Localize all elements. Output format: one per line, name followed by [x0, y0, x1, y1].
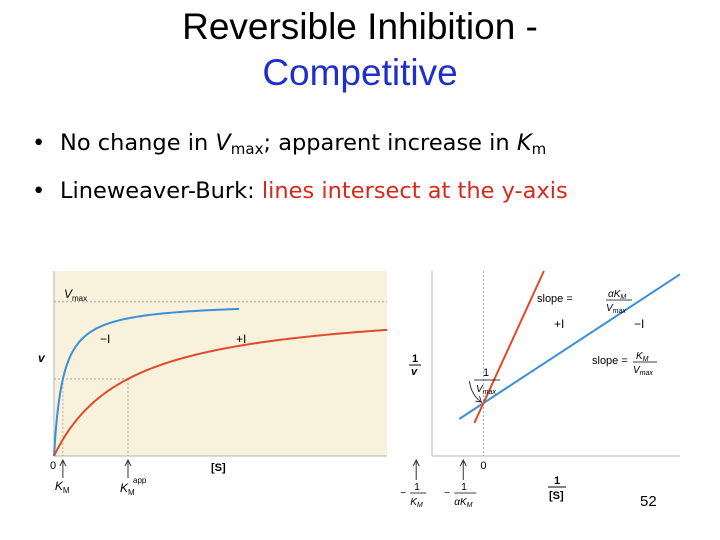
- bullet1-text-d: ; apparent increase in: [263, 130, 517, 156]
- lb-akm-tick-den: αKM: [454, 497, 472, 509]
- bullet1-v-symbol: V: [215, 130, 231, 156]
- mm-series-inhibitor: [53, 328, 388, 457]
- bullet-item-1: • No change in Vmax; apparent increase in…: [32, 122, 712, 170]
- lb-slope1-prefix: slope =: [592, 355, 628, 367]
- mm-km-tick-label: KM: [55, 479, 70, 495]
- bullet1-text-a: No change in: [60, 130, 216, 156]
- lb-slope2-num: αKM: [608, 289, 626, 301]
- mm-kmapp-arrow-icon: [124, 458, 132, 478]
- lb-x-label-num: 1: [554, 475, 560, 487]
- lb-series-inhibitor: [473, 270, 545, 424]
- mm-kmapp-sup-label: app: [133, 476, 147, 485]
- slide-title: Reversible Inhibition - Competitive: [0, 4, 720, 96]
- lb-legend-inhibitor: +I: [554, 317, 564, 331]
- mm-series-no-inhibitor: [53, 307, 240, 457]
- mm-y-axis-label: v: [38, 351, 46, 365]
- mm-legend-no-inhibitor: −I: [100, 332, 110, 346]
- lb-y-label-num: 1: [412, 353, 418, 365]
- lb-intercept-label: 1 Vmax: [474, 367, 500, 396]
- mm-origin-label: 0: [50, 460, 56, 472]
- lb-intercept-num: 1: [483, 367, 489, 379]
- bullet2-text-a: Lineweaver-Burk:: [60, 178, 262, 204]
- lb-series-no-inhibitor: [458, 273, 681, 420]
- lb-slope1-num: KM: [636, 351, 649, 363]
- lb-akm-arrow-icon: [459, 458, 467, 480]
- lb-x-label-den: [S]: [549, 490, 564, 502]
- lb-akm-tick-label: 1 − αKM: [444, 482, 477, 509]
- lb-slope-label-inhibitor: slope = αKM Vmax: [537, 289, 632, 315]
- lb-slope1-den: Vmax: [633, 365, 653, 377]
- lb-km-tick-den: KM: [410, 497, 423, 509]
- lb-akm-tick-minus: −: [444, 488, 450, 499]
- bullet1-m-sub: m: [531, 140, 547, 158]
- lb-slope-label-no-inhibitor: slope = KM Vmax: [592, 351, 657, 377]
- lb-x-axis-label: 1 [S]: [548, 475, 566, 502]
- lb-slope2-prefix: slope =: [537, 293, 573, 305]
- lb-legend-no-inhibitor: −I: [634, 317, 644, 331]
- lb-km-arrow-icon: [412, 458, 420, 480]
- lb-slope2-den: Vmax: [606, 303, 626, 315]
- mm-km-arrow-icon: [59, 458, 67, 478]
- lb-origin-label: 0: [480, 460, 486, 472]
- title-line-2: Competitive: [262, 52, 458, 93]
- lb-km-tick-label: 1 − KM: [400, 482, 427, 509]
- lb-y-axis-label: 1 v: [409, 353, 421, 378]
- bullet-list: • No change in Vmax; apparent increase in…: [32, 122, 712, 212]
- lb-akm-tick-num: 1: [461, 482, 467, 493]
- mm-kmapp-tick-label: KM: [120, 481, 135, 497]
- lb-intercept-arrow-icon: [468, 381, 483, 403]
- mm-vmax-label: Vmax: [64, 287, 87, 303]
- lb-km-tick-minus: −: [400, 488, 406, 499]
- lb-km-tick-num: 1: [414, 482, 420, 493]
- lb-y-label-den: v: [411, 366, 418, 378]
- michaelis-menten-chart: Vmax v −I +I 0 [S] KM KM app: [38, 271, 388, 497]
- mm-x-axis-label: [S]: [211, 462, 226, 474]
- page-number: 52: [640, 493, 657, 510]
- bullet-item-2: • Lineweaver-Burk: lines intersect at the…: [32, 170, 712, 212]
- mm-legend-inhibitor: +I: [236, 332, 246, 346]
- lb-intercept-den: Vmax: [476, 384, 496, 396]
- bullet1-k-symbol: K: [516, 130, 532, 156]
- title-line-1: Reversible Inhibition -: [182, 6, 538, 47]
- mm-plot-background: [54, 271, 387, 456]
- bullet-dot-icon: •: [32, 178, 46, 204]
- bullet1-max-sub: max: [230, 140, 264, 158]
- lineweaver-burk-chart: 1 v slope = αKM Vmax +I −I slope = KM Vm…: [400, 270, 681, 509]
- bullet2-highlight: lines intersect at the y-axis: [261, 178, 568, 204]
- bullet-dot-icon: •: [32, 130, 46, 156]
